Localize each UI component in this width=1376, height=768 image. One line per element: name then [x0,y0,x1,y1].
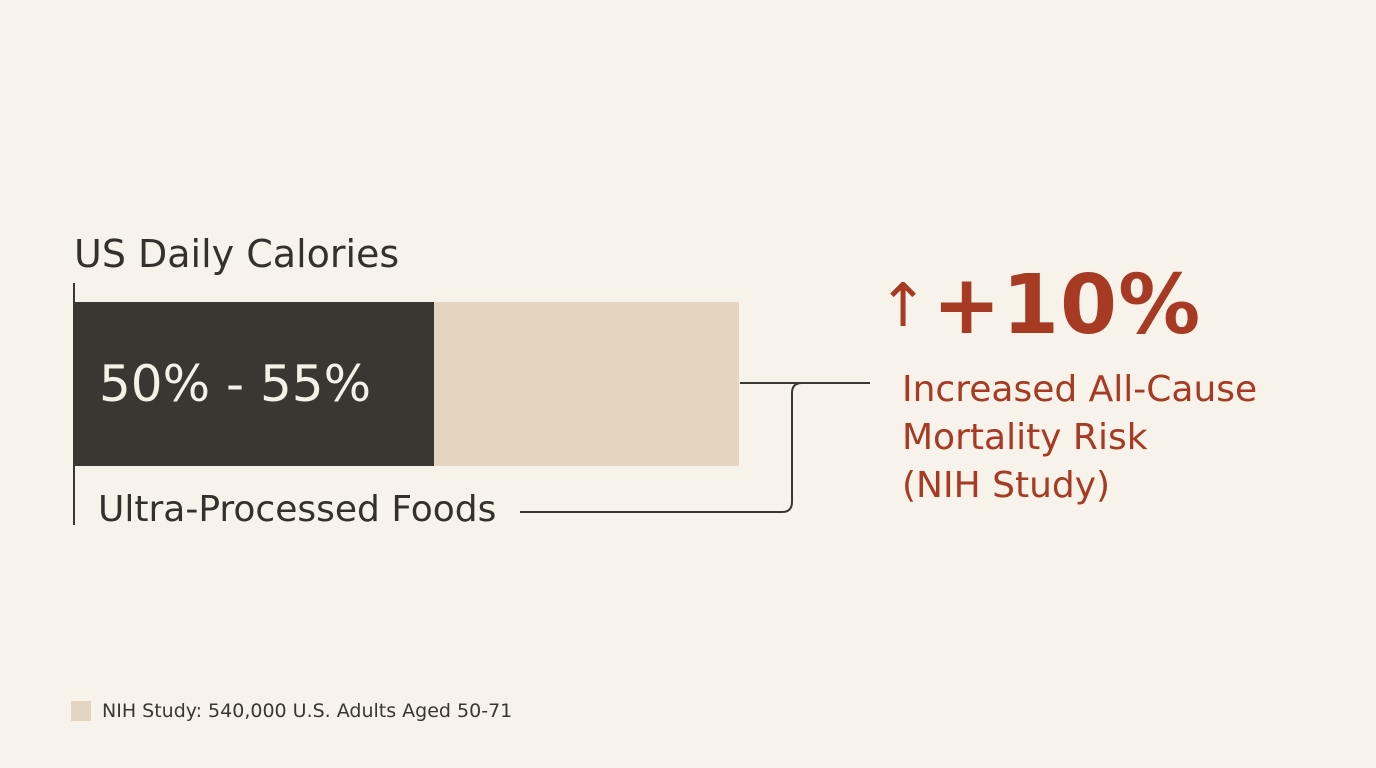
bar-segment-remaining [433,302,739,466]
legend-label: NIH Study: 540,000 U.S. Adults Aged 50-7… [102,700,513,722]
mortality-stat: ↑ +10% [878,256,1201,356]
legend-swatch [71,701,91,721]
series-label-ultra-processed: Ultra-Processed Foods [98,489,497,530]
y-axis-line [73,283,75,525]
chart-title: US Daily Calories [74,232,400,276]
legend: NIH Study: 540,000 U.S. Adults Aged 50-7… [71,700,512,722]
stat-description-line: Increased All-Cause [902,369,1258,410]
arrow-up-icon: ↑ [878,271,929,341]
bar-value-label: 50% - 55% [99,355,372,413]
stat-description: Increased All-Cause Mortality Risk (NIH … [902,366,1342,510]
stacked-bar: 50% - 55% [75,302,739,466]
bar-segment-ultra-processed: 50% - 55% [75,302,434,466]
stat-description-line: (NIH Study) [902,465,1111,506]
stat-value: +10% [932,258,1202,353]
stat-description-line: Mortality Risk [902,417,1148,458]
